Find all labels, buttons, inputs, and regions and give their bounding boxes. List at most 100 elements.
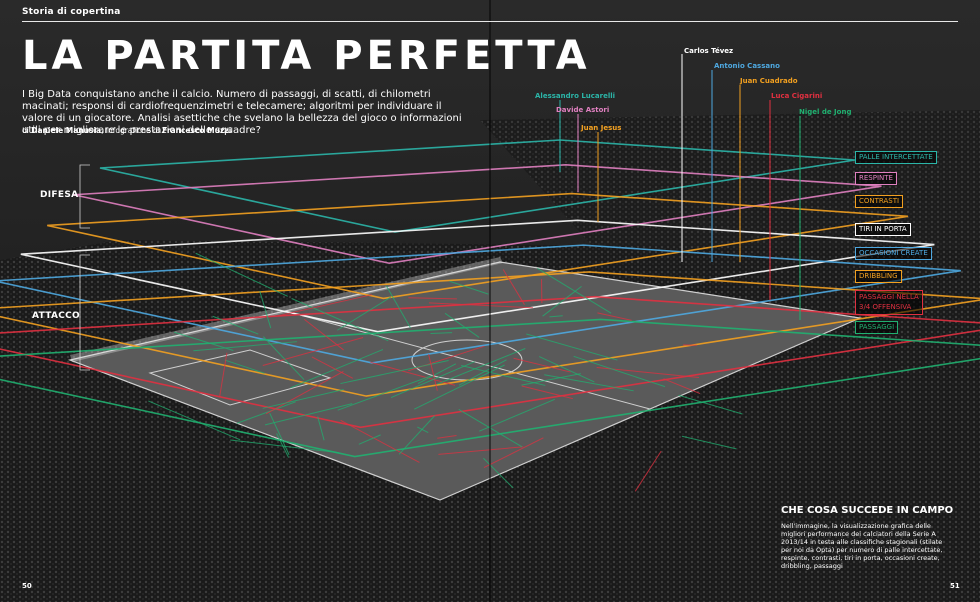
section-label: Storia di copertina xyxy=(22,7,121,17)
player-label-jesus: Juan Jesus xyxy=(581,124,622,132)
pass-line xyxy=(370,361,456,386)
pass-line xyxy=(573,355,666,388)
pass-line xyxy=(542,285,582,317)
pass-line xyxy=(537,267,612,314)
pass-line xyxy=(390,361,475,399)
pass-line xyxy=(291,298,389,342)
pass-line xyxy=(148,400,241,441)
pass-line xyxy=(340,419,420,463)
byline-illustrator: Francesco Muzzi xyxy=(162,126,232,135)
pass-line xyxy=(193,341,297,352)
byline-prefix: di xyxy=(22,126,29,135)
pass-line xyxy=(438,446,524,455)
intro-paragraph: I Big Data conquistano anche il calcio. … xyxy=(22,89,462,136)
pass-line xyxy=(317,416,325,441)
attack-group-label: ATTACCO xyxy=(32,311,80,321)
pass-line xyxy=(230,439,339,454)
pass-line xyxy=(521,385,573,400)
pass-line xyxy=(398,415,436,455)
page-gutter xyxy=(489,0,491,602)
pass-line xyxy=(290,349,384,389)
pass-line xyxy=(458,409,523,448)
legend-passaggi: PASSAGGI xyxy=(855,321,899,334)
pass-line xyxy=(276,433,290,458)
pass-line xyxy=(337,296,392,331)
header-rule xyxy=(22,21,958,22)
pass-line xyxy=(269,412,290,456)
pitch-halfway-line xyxy=(284,310,651,410)
pass-line xyxy=(385,285,411,329)
pass-line xyxy=(483,437,544,469)
pitch-penalty-area xyxy=(148,349,332,406)
legend-passaggi-offensiva: PASSAGGI NELLA 3/4 OFFENSIVA xyxy=(855,290,923,315)
pass-line xyxy=(663,378,701,395)
byline-author: Daniele Manusia xyxy=(31,126,102,135)
group-bracket xyxy=(79,164,90,229)
pass-line xyxy=(417,363,457,384)
page-title: LA PARTITA PERFETTA xyxy=(22,33,591,79)
legend-passaggi-offensiva-line1: PASSAGGI NELLA xyxy=(859,293,919,301)
legend-dribbling: DRIBBLING xyxy=(855,270,902,283)
pass-line xyxy=(444,312,480,338)
pass-line xyxy=(408,297,457,300)
pass-line xyxy=(538,356,595,383)
pitch-touchline xyxy=(67,261,863,501)
pass-line xyxy=(526,333,618,361)
pass-line xyxy=(502,269,525,305)
player-leader-lines xyxy=(559,54,801,320)
pass-line xyxy=(430,332,453,335)
pass-line xyxy=(597,312,632,321)
player-label-de-jong: Nigel de Jong xyxy=(799,108,852,116)
pass-line xyxy=(224,359,265,374)
group-bracket xyxy=(79,254,90,371)
layer-respinte xyxy=(73,163,882,265)
byline: di Daniele Manusia, infografiche di Fran… xyxy=(22,126,231,135)
player-label-cassano: Antonio Cassano xyxy=(714,62,780,70)
legend-respinte: RESPINTE xyxy=(855,172,897,185)
pass-line xyxy=(458,359,507,386)
pass-line xyxy=(681,435,737,450)
pass-line xyxy=(513,357,571,373)
info-box-text: Nell'immagine, la visualizzazione grafic… xyxy=(781,522,943,570)
player-label-cuadrado: Juan Cuadrado xyxy=(740,77,798,85)
legend-tiri-in-porta: TIRI IN PORTA xyxy=(855,223,911,236)
player-label-lucarelli: Alessandro Lucarelli xyxy=(535,92,616,100)
legend-connectors xyxy=(79,164,90,371)
pass-line xyxy=(262,337,364,367)
pass-line xyxy=(195,252,288,297)
pass-line xyxy=(521,373,581,386)
page-number-left: 50 xyxy=(22,582,32,590)
pass-line xyxy=(428,354,438,391)
pass-line xyxy=(678,394,743,415)
pass-line xyxy=(265,371,344,415)
pass-line xyxy=(264,403,353,426)
pass-line xyxy=(634,450,662,492)
defense-group-label: DIFESA xyxy=(40,190,79,200)
pass-line xyxy=(262,389,344,409)
pass-line xyxy=(212,315,259,335)
pass-line xyxy=(337,375,431,411)
player-label-tevez: Carlos Tévez xyxy=(684,47,734,55)
pass-line xyxy=(449,280,489,295)
pass-line xyxy=(262,336,305,381)
byline-middle: , infografiche di xyxy=(101,126,160,135)
pass-line xyxy=(303,318,344,351)
pass-line xyxy=(483,457,514,489)
pass-line xyxy=(417,426,429,433)
pass-line xyxy=(236,401,296,424)
pass-line xyxy=(437,348,526,385)
player-label-cigarini: Luca Cigarini xyxy=(771,92,823,100)
pass-line xyxy=(311,356,354,379)
layer-tiri-in-porta xyxy=(20,219,935,333)
legend-palle-intercettate: PALLE INTERCETTATE xyxy=(855,151,937,164)
pass-line xyxy=(549,315,563,318)
pass-lines xyxy=(148,252,743,492)
pass-line xyxy=(219,352,228,397)
legend-occasioni-create: OCCASIONI CREATE xyxy=(855,247,932,260)
player-label-astori: Davide Astori xyxy=(556,106,610,114)
legend-contrasti: CONTRASTI xyxy=(855,195,904,208)
pass-line xyxy=(173,331,234,351)
layer-contrasti xyxy=(47,192,909,300)
pass-line xyxy=(428,302,533,309)
pass-line xyxy=(437,435,457,439)
